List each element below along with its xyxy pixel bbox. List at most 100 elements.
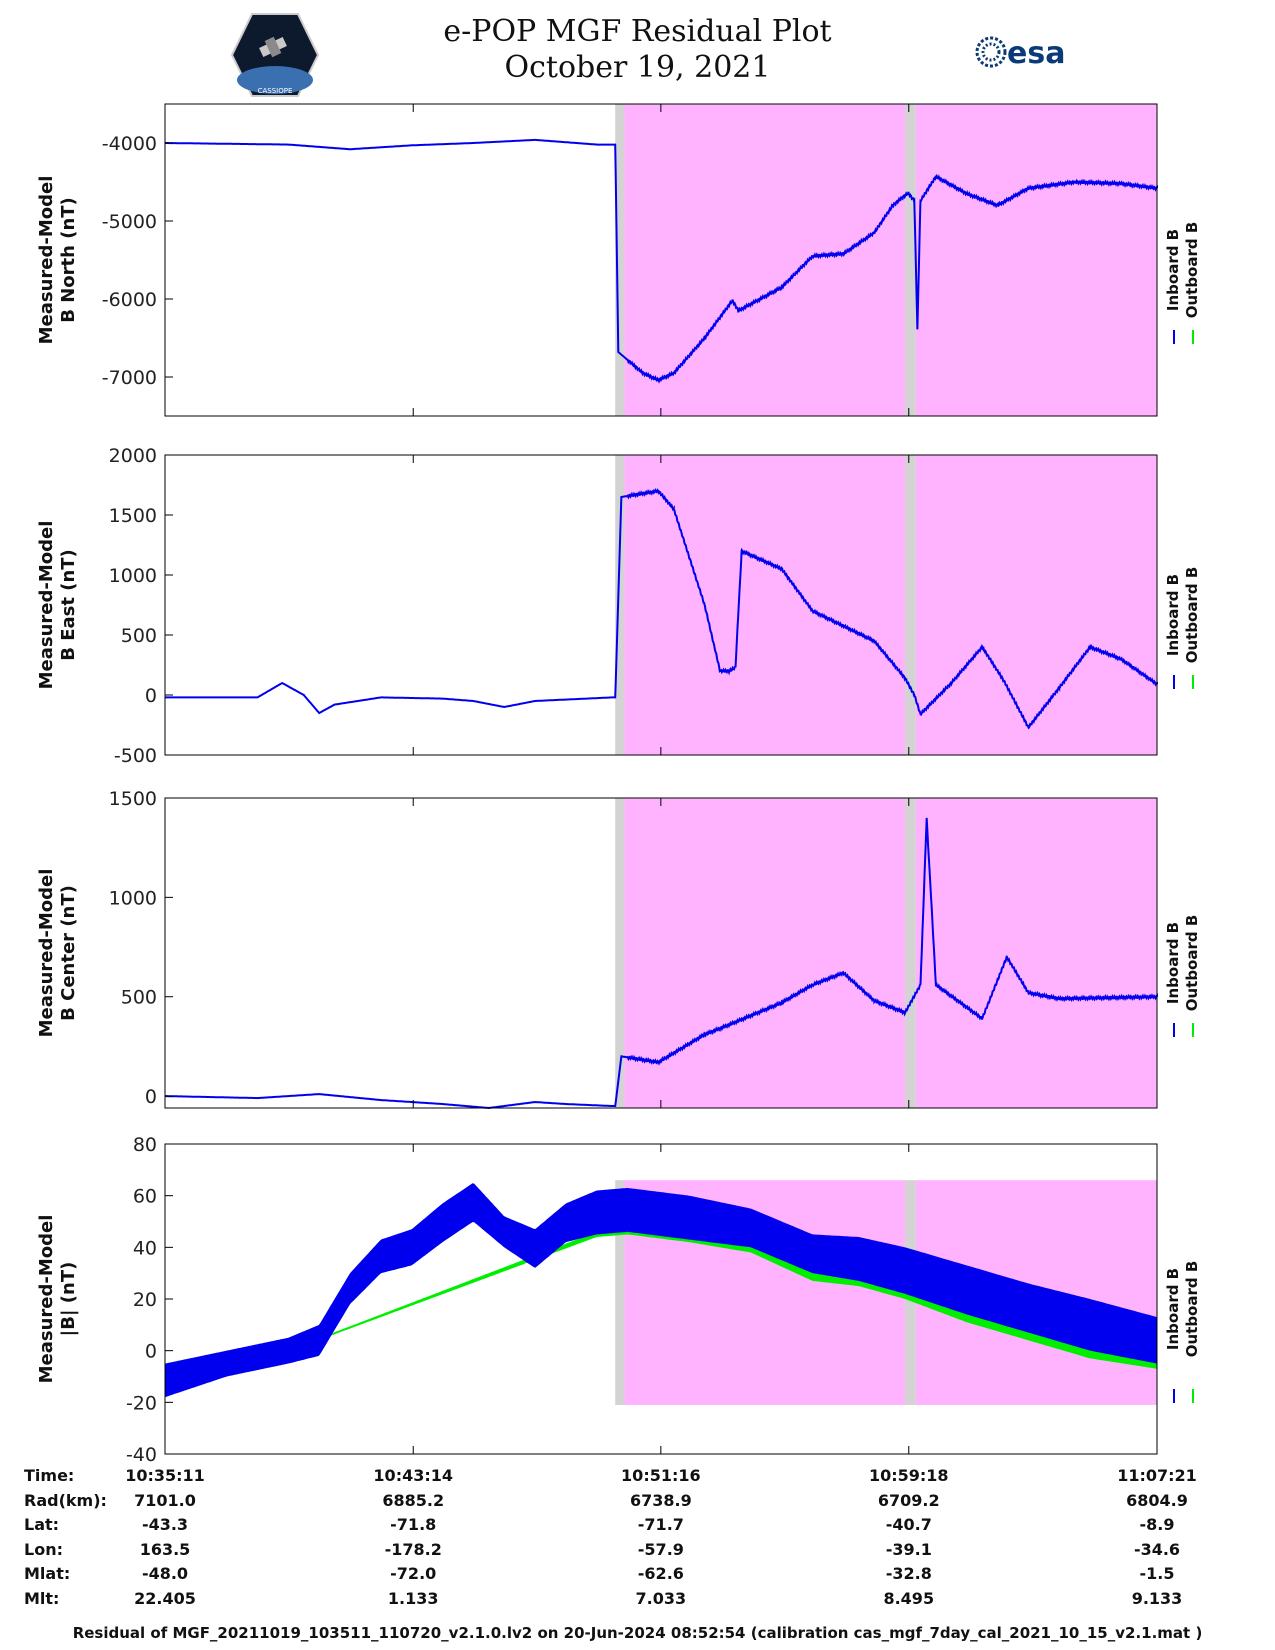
- series-band-outboard: [165, 1229, 1157, 1398]
- legend: Inboard B Outboard B: [1164, 915, 1201, 1037]
- ephemeris-value: -71.8: [390, 1515, 437, 1535]
- legend: Inboard B Outboard B: [1164, 1261, 1201, 1403]
- y-axis-label-line: Measured-Model: [36, 176, 57, 345]
- ephemeris-value: -8.9: [1139, 1515, 1175, 1535]
- ephemeris-value: -40.7: [885, 1515, 932, 1535]
- shaded-region-magenta: [624, 798, 906, 1108]
- ephemeris-label: Mlat:: [24, 1564, 71, 1584]
- y-axis-label-line: B North (nT): [58, 197, 79, 323]
- ephemeris-value: -32.8: [885, 1564, 932, 1584]
- ephemeris-row-lat: Lat: -43.3 -71.8 -71.7 -40.7 -8.9: [0, 1515, 1275, 1540]
- cassiope-logo-icon: CASSIOPE: [230, 13, 320, 97]
- ephemeris-row-mlat: Mlat: -48.0 -72.0 -62.6 -32.8 -1.5: [0, 1564, 1275, 1589]
- shaded-region-gray: [615, 455, 625, 755]
- y-tick-label: -20: [126, 1392, 157, 1414]
- shaded-region-gray: [905, 798, 916, 1108]
- cassiope-logo-text: CASSIOPE: [258, 87, 293, 95]
- series-line-inboard: [165, 138, 1158, 384]
- ephemeris-value: 163.5: [139, 1539, 191, 1559]
- ephemeris-value: 10:59:18: [868, 1466, 949, 1485]
- legend-label-outboard: Outboard B: [1183, 222, 1201, 319]
- ephemeris-value: -39.1: [885, 1539, 932, 1559]
- esa-logo-text: esa: [1007, 36, 1065, 71]
- panel-2: 2000 1500 1000 500 0 -500 Measured-ModelB East…: [36, 445, 1201, 767]
- series-band-inboard: [165, 1183, 1157, 1398]
- legend-label-outboard: Outboard B: [1183, 1261, 1201, 1358]
- legend-label-inboard: Inboard B: [1164, 922, 1182, 1004]
- ephemeris-label: Lat:: [24, 1515, 60, 1535]
- ephemeris-value: -48.0: [141, 1564, 189, 1584]
- plot-title: e-POP MGF Residual Plot: [443, 14, 832, 49]
- ephemeris-value: -72.0: [390, 1564, 437, 1584]
- y-tick-label: -6000: [102, 289, 157, 311]
- panel-4: 80 60 40 20 0 -20 -40 Measured-Model|B| (nT) Inb…: [36, 1134, 1201, 1466]
- legend-label-inboard: Inboard B: [1164, 1268, 1182, 1350]
- series-line-inboard: [165, 487, 1158, 730]
- legend-label-inboard: Inboard B: [1164, 574, 1182, 656]
- ephemeris-value: -62.6: [637, 1564, 684, 1584]
- shaded-region-magenta: [915, 798, 1157, 1108]
- ephemeris-value: 1.133: [387, 1588, 439, 1608]
- plot-title-block: e-POP MGF Residual Plot October 19, 2021: [0, 14, 1275, 86]
- y-tick-label: 1000: [109, 887, 157, 909]
- y-tick-label: -4000: [102, 133, 157, 155]
- ephemeris-value: -1.5: [1139, 1564, 1175, 1584]
- y-tick-label: 1500: [109, 505, 157, 527]
- shaded-region-gray: [615, 798, 625, 1108]
- y-tick-label: 40: [133, 1237, 157, 1259]
- ephemeris-value: 6804.9: [1126, 1490, 1188, 1510]
- y-axis-label: Measured-Model|B| (nT): [36, 1215, 79, 1384]
- ephemeris-value: 6885.2: [382, 1490, 445, 1510]
- y-tick-label: 20: [133, 1289, 157, 1311]
- y-tick-label: -5000: [102, 211, 157, 233]
- y-axis-label-line: Measured-Model: [36, 521, 57, 690]
- esa-logo-icon: esa: [975, 36, 1065, 71]
- y-tick-label: 1000: [109, 565, 157, 587]
- y-tick-label: -40: [126, 1444, 157, 1466]
- ephemeris-value: 7101.0: [134, 1490, 196, 1510]
- ephemeris-value: 6738.9: [629, 1490, 692, 1510]
- y-axis-label: Measured-ModelB Center (nT): [36, 869, 79, 1038]
- ephemeris-table: Time: 10:35:11 10:43:14 10:51:16 10:59:18 11:…: [0, 1466, 1275, 1614]
- ephemeris-value: 9.133: [1131, 1588, 1183, 1608]
- y-axis-label-line: |B| (nT): [58, 1262, 79, 1337]
- legend: Inboard B Outboard B: [1164, 222, 1201, 344]
- ephemeris-value: -57.9: [637, 1539, 684, 1559]
- ephemeris-value: -43.3: [141, 1515, 189, 1535]
- ephemeris-value: 10:51:16: [621, 1466, 701, 1485]
- panel-3: 1500 1000 500 0 Measured-ModelB Center (nT) I…: [36, 788, 1201, 1110]
- y-tick-label: 500: [121, 625, 157, 647]
- y-tick-label: -7000: [102, 367, 157, 389]
- ephemeris-row-mlt: Mlt: 22.405 1.133 7.033 8.495 9.133: [0, 1589, 1275, 1614]
- panel-1: -4000 -5000 -6000 -7000 Measured-ModelB Nort…: [36, 103, 1201, 417]
- shaded-region-magenta: [624, 104, 906, 416]
- shaded-region-gray: [905, 104, 916, 416]
- series-line-inboard: [165, 817, 1158, 1110]
- ephemeris-value: 10:35:11: [125, 1466, 205, 1485]
- y-tick-label: 1500: [109, 788, 157, 810]
- y-tick-label: 0: [145, 685, 157, 707]
- footer-caption: Residual of MGF_20211019_103511_110720_v…: [72, 1624, 1203, 1642]
- y-axis-label-line: Measured-Model: [36, 869, 57, 1038]
- ephemeris-value: 22.405: [134, 1588, 196, 1608]
- ephemeris-label: Lon:: [24, 1539, 63, 1559]
- shaded-region-gray: [615, 1180, 625, 1405]
- shaded-region-magenta: [915, 104, 1157, 416]
- ephemeris-label: Mlt:: [24, 1588, 60, 1608]
- legend-label-outboard: Outboard B: [1183, 567, 1201, 664]
- y-tick-label: 80: [133, 1134, 157, 1156]
- y-axis-label-line: B Center (nT): [58, 885, 79, 1021]
- ephemeris-value: 7.033: [635, 1588, 687, 1608]
- legend-label-outboard: Outboard B: [1183, 915, 1201, 1012]
- y-tick-label: 2000: [109, 445, 157, 467]
- ephemeris-value: 11:07:21: [1117, 1466, 1197, 1485]
- ephemeris-value: 8.495: [883, 1588, 935, 1608]
- legend: Inboard B Outboard B: [1164, 567, 1201, 689]
- plot-date: October 19, 2021: [504, 50, 771, 85]
- ephemeris-row-lon: Lon: 163.5 -178.2 -57.9 -39.1 -34.6: [0, 1540, 1275, 1565]
- y-tick-label: 60: [133, 1186, 157, 1208]
- ephemeris-value: 6709.2: [877, 1490, 940, 1510]
- ephemeris-value: -178.2: [384, 1539, 442, 1559]
- shaded-region-gray: [905, 455, 916, 755]
